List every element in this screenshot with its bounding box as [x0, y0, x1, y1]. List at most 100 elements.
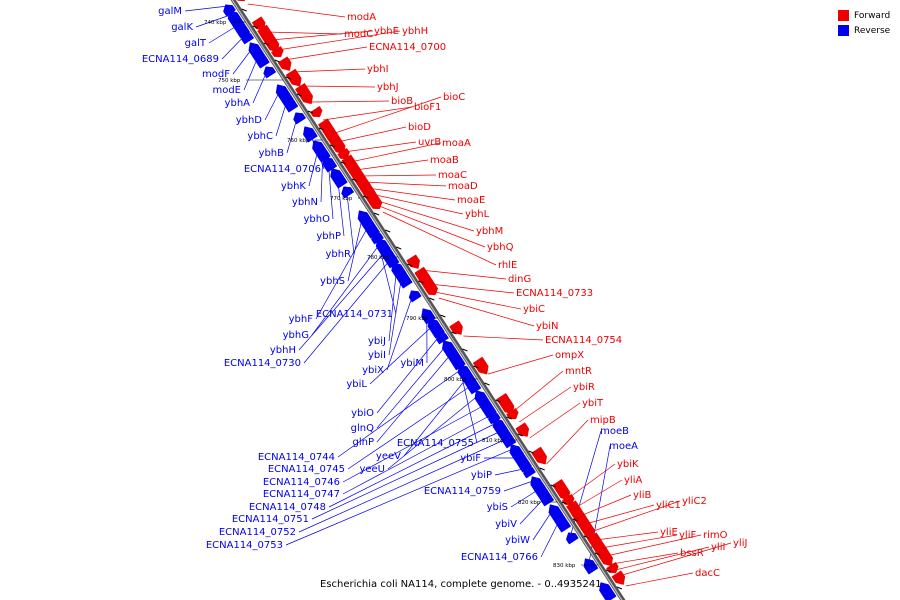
forward-label-leader [529, 402, 581, 439]
forward-label-leader [420, 269, 507, 280]
feature-tick [318, 127, 325, 131]
forward-gene-label: ybhH [402, 26, 428, 37]
reverse-gene-label: ybhG [283, 330, 309, 341]
reverse-label-leader [298, 249, 387, 351]
forward-gene-label: bioD [408, 122, 431, 133]
feature-tick [274, 59, 280, 63]
reverse-gene-label: ybiM [400, 358, 424, 369]
reverse-gene-label: ECNA114_0753 [206, 540, 283, 551]
forward-gene-arrow [309, 105, 323, 118]
forward-gene-arrow [594, 544, 613, 567]
scale-tick-label: 760 kbp [287, 138, 310, 144]
reverse-gene-label: modF [202, 69, 230, 80]
reverse-gene-arrow [330, 168, 348, 189]
forward-gene-label: ybhQ [487, 242, 514, 253]
forward-gene-label: mipB [590, 415, 616, 426]
forward-gene-label: yliF [679, 530, 696, 541]
forward-label-leader [291, 68, 366, 73]
gene-features [223, 0, 626, 600]
reverse-gene-label: ECNA114_0748 [249, 502, 326, 513]
forward-gene-label: dinG [508, 274, 531, 285]
feature-tick [594, 552, 601, 556]
reverse-gene-arrow [241, 32, 255, 45]
reverse-label-leader [195, 13, 234, 28]
reverse-label-leader [387, 393, 481, 470]
reverse-label-leader [376, 333, 442, 414]
reverse-gene-label: ybhF [289, 314, 314, 325]
forward-label-leader [615, 546, 710, 571]
forward-label-leader [323, 106, 413, 121]
forward-label-leader [611, 552, 679, 565]
reverse-gene-label: ybhK [281, 181, 307, 192]
gene-labels: galM galK galT ECNA114_0689 modF modE ybhA ybhD… [142, 6, 748, 579]
feature-tick [451, 331, 457, 335]
reverse-gene-label: glnQ [351, 423, 374, 434]
forward-label-leader [371, 193, 464, 215]
forward-gene-label: yliC1 [656, 500, 681, 511]
reverse-gene-arrow [303, 126, 318, 143]
forward-label-leader [568, 463, 616, 499]
forward-gene-label: ybhL [465, 209, 490, 220]
feature-tick [263, 42, 269, 46]
forward-label-leader [595, 531, 659, 541]
forward-gene-label: ybiT [582, 398, 604, 409]
forward-gene-label: ybhE [374, 26, 399, 37]
forward-label-leader [574, 479, 623, 509]
feature-tick [616, 586, 623, 590]
forward-label-leader [429, 283, 515, 294]
reverse-gene-label: ybhN [292, 197, 318, 208]
reverse-label-leader [345, 187, 355, 255]
reverse-gene-label: ybiI [368, 350, 386, 361]
forward-label-leader [463, 335, 544, 341]
feature-tick [473, 365, 479, 369]
reverse-gene-arrow [293, 112, 307, 125]
reverse-gene-label: ybiP [471, 470, 492, 481]
scale-tick-label: 820 kbp [518, 500, 541, 506]
feature-tick [418, 280, 424, 284]
reverse-gene-arrow [523, 466, 536, 479]
label-leader-lines [184, 3, 732, 587]
forward-gene-arrow [294, 82, 313, 105]
reverse-gene-arrow [599, 582, 617, 600]
reverse-gene-arrow [583, 558, 599, 575]
reverse-gene-arrow [503, 436, 517, 449]
forward-label-leader [590, 500, 681, 533]
reverse-label-leader [503, 479, 536, 492]
reverse-label-leader [315, 223, 370, 320]
reverse-gene-label: glnP [353, 437, 375, 448]
forward-gene-arrow [237, 0, 246, 2]
reverse-gene-label: galT [185, 38, 207, 49]
forward-label-leader [311, 100, 390, 103]
reverse-gene-label: ECNA114_0706 [244, 164, 321, 175]
reverse-gene-arrow [341, 186, 355, 199]
reverse-label-leader [328, 421, 499, 508]
reverse-gene-label: ECNA114_0766 [461, 552, 538, 563]
reverse-gene-label: ECNA114_0759 [424, 486, 501, 497]
reverse-gene-label: ybhC [247, 131, 273, 142]
reverse-gene-label: moeB [600, 426, 629, 437]
forward-gene-label: mntR [565, 366, 592, 377]
reverse-swatch [838, 25, 849, 36]
legend-forward: Forward [838, 8, 900, 23]
forward-label-leader [247, 3, 346, 18]
reverse-gene-label: ECNA114_0745 [268, 464, 345, 475]
forward-gene-arrow [449, 320, 463, 335]
reverse-label-leader [388, 265, 398, 342]
reverse-gene-label: ybhP [316, 231, 341, 242]
reverse-gene-arrow [565, 532, 579, 545]
forward-gene-label: moaB [430, 155, 459, 166]
feature-tick [396, 246, 402, 250]
forward-gene-label: yliE [660, 527, 678, 538]
forward-label-leader [438, 297, 535, 327]
forward-gene-label: bioB [391, 96, 413, 107]
feature-tick [572, 518, 579, 522]
forward-label-leader [382, 211, 497, 266]
forward-label-leader [625, 572, 694, 587]
forward-gene-arrow [277, 56, 292, 71]
backbone-line [230, 0, 626, 600]
reverse-label-leader [298, 437, 509, 533]
feature-tick [407, 263, 413, 267]
forward-label-leader [301, 85, 376, 88]
reverse-gene-label: ybhA [225, 98, 251, 109]
